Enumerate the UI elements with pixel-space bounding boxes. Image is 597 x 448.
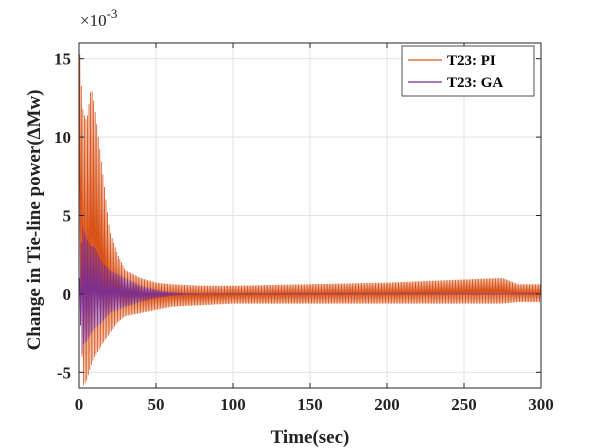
- x-tick-label: 250: [451, 395, 477, 414]
- legend-box: [401, 45, 535, 97]
- x-tick-label: 200: [374, 395, 400, 414]
- series-line-pi: [78, 54, 542, 386]
- x-tick-label: 100: [220, 395, 246, 414]
- legend: T23: PI T23: GA: [401, 45, 535, 97]
- x-tick-label: 300: [528, 395, 554, 414]
- x-tick-label: 50: [148, 395, 165, 414]
- y-tick-label: 10: [54, 128, 71, 147]
- y-tick-label: 0: [63, 285, 72, 304]
- exponent-label: ×10-3: [80, 6, 117, 30]
- x-tick-label: 0: [75, 395, 84, 414]
- legend-label-pi: T23: PI: [447, 53, 496, 69]
- x-tick-labels: 0 50 100 150 200 250 300: [75, 395, 554, 414]
- series-layer: [78, 54, 542, 386]
- series-line-ga: [78, 226, 541, 354]
- exponent-power: -3: [107, 6, 118, 21]
- exponent-base: ×10: [80, 11, 107, 30]
- x-axis-title: Time(sec): [271, 427, 350, 448]
- y-axis-title: Change in Tie-line power(ΔMw): [24, 90, 45, 351]
- legend-label-ga: T23: GA: [447, 75, 503, 91]
- y-tick-label: -5: [57, 363, 71, 382]
- y-tick-label: 15: [54, 50, 71, 69]
- y-tick-label: 5: [63, 207, 72, 226]
- y-tick-labels: -5 0 5 10 15: [54, 50, 71, 383]
- x-tick-label: 150: [297, 395, 323, 414]
